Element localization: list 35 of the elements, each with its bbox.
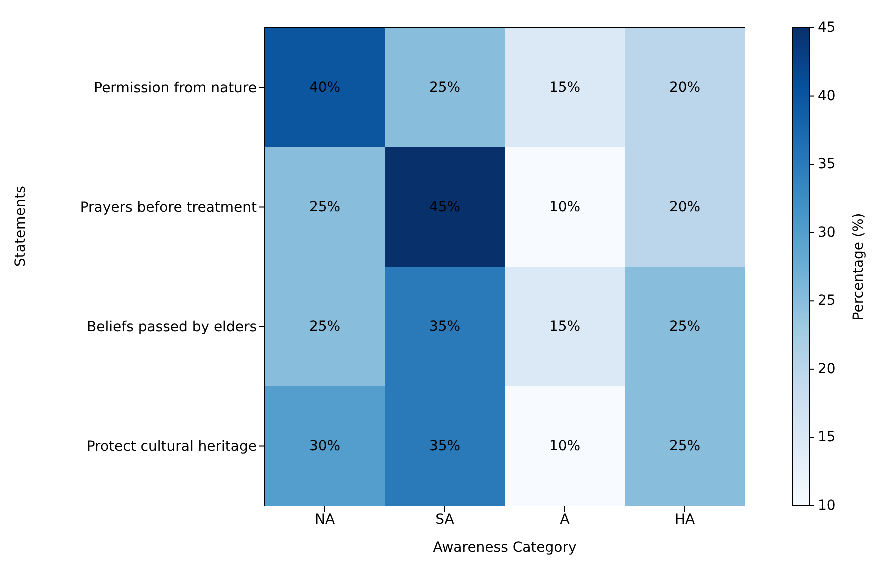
y-tick-label: Prayers before treatment <box>80 200 258 216</box>
y-tick-label: Beliefs passed by elders <box>87 320 257 336</box>
data-label: 25% <box>309 199 341 216</box>
y-tick-label: Permission from nature <box>94 80 257 97</box>
data-label: 40% <box>309 80 341 96</box>
x-tick-label: NA <box>314 512 336 528</box>
color-bar-title: Percentage (%) <box>851 213 867 321</box>
color-bar-label: 10 <box>818 498 836 514</box>
data-label: 15% <box>549 80 581 96</box>
color-bar-label: 25 <box>818 293 836 310</box>
y-tick-label: Protect cultural heritage <box>86 439 257 456</box>
data-label: 20% <box>669 80 701 96</box>
color-bar-label: 40 <box>818 88 836 104</box>
data-label: 10% <box>549 438 581 454</box>
color-bar-label: 15 <box>818 430 836 446</box>
data-label: 25% <box>669 438 701 454</box>
x-tick-label: HA <box>674 512 696 528</box>
data-label: 25% <box>669 318 701 335</box>
data-label: 35% <box>429 438 461 454</box>
data-label: 10% <box>549 199 581 216</box>
data-label: 15% <box>549 318 581 335</box>
x-tick-label: SA <box>436 512 455 528</box>
x-axis-title: Awareness Category <box>433 540 577 556</box>
data-label: 20% <box>669 199 701 216</box>
y-axis-title: Statements <box>12 186 29 267</box>
data-label: 30% <box>309 438 341 454</box>
data-label: 45% <box>429 199 461 216</box>
color-bar-label: 20 <box>818 361 836 378</box>
color-bar-label: 45 <box>818 20 836 36</box>
data-label: 25% <box>429 80 461 96</box>
color-bar-label: 35 <box>818 156 836 173</box>
data-label: 35% <box>429 318 461 335</box>
x-tick-label: A <box>560 512 570 528</box>
data-label: 25% <box>309 318 341 335</box>
color-bar-label: 30 <box>818 224 836 241</box>
